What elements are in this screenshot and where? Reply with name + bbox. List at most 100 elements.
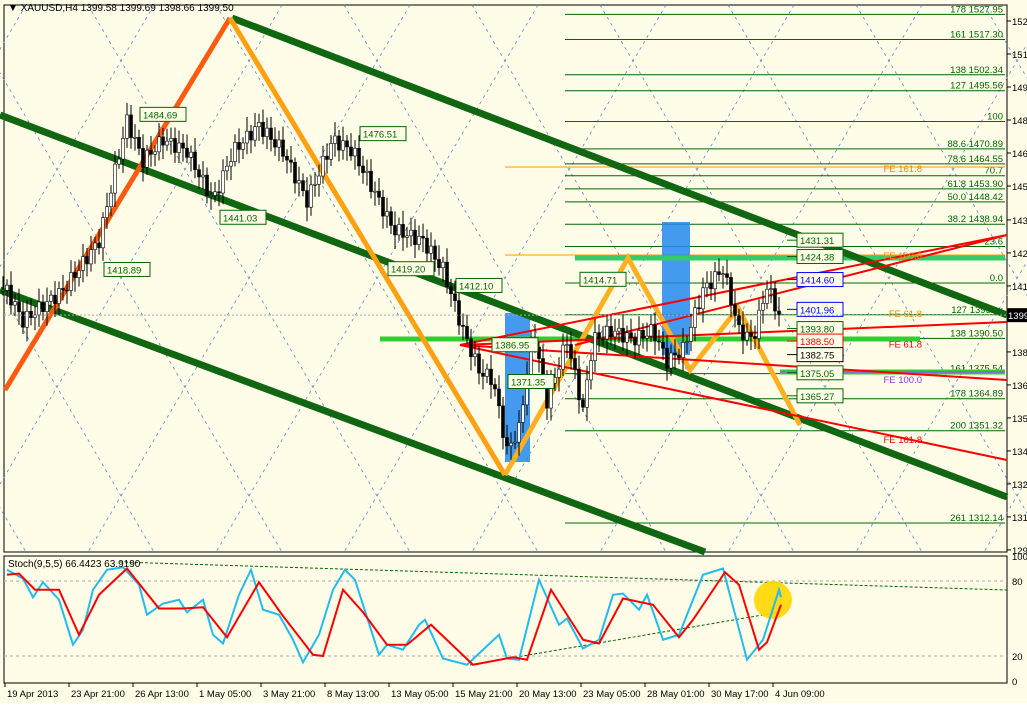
candle xyxy=(421,236,425,239)
candle xyxy=(457,300,461,326)
candle xyxy=(325,155,329,160)
candle xyxy=(289,159,293,163)
candle xyxy=(489,368,493,385)
candle xyxy=(353,147,357,157)
candle xyxy=(409,229,413,237)
candle xyxy=(389,211,393,226)
candle xyxy=(313,183,317,186)
fib-label: 61.8 1453.90 xyxy=(948,179,1003,190)
diagonal-line xyxy=(87,4,411,553)
candle xyxy=(49,294,53,302)
fan-line xyxy=(459,234,1008,346)
candle xyxy=(181,142,185,149)
time-label: 23 May 05:00 xyxy=(583,689,641,700)
candle xyxy=(337,135,341,151)
candle xyxy=(25,311,29,328)
diagonal-line xyxy=(215,4,539,553)
candle xyxy=(369,170,373,192)
candle xyxy=(273,139,277,148)
symbol-header[interactable]: ▼ XAUUSD,H4 1399.58 1399.69 1398.66 1399… xyxy=(8,3,234,14)
price-label-box xyxy=(219,209,267,225)
candle xyxy=(213,191,217,196)
price-label-box xyxy=(796,301,844,317)
price-label-box xyxy=(796,249,844,265)
time-label: 3 May 21:00 xyxy=(263,689,315,700)
candle xyxy=(257,122,261,128)
candle xyxy=(57,288,61,304)
candle xyxy=(105,206,109,218)
fib-label: 178 1527.95 xyxy=(950,4,1003,15)
candle xyxy=(281,139,285,157)
price-label: 1476.51 xyxy=(363,130,397,141)
channel-middle-line xyxy=(0,111,1009,501)
candle xyxy=(397,224,401,236)
time-label: 13 May 05:00 xyxy=(391,689,449,700)
candle xyxy=(465,326,469,340)
price-label: 1414.60 xyxy=(800,276,834,287)
candle xyxy=(193,151,197,170)
candle xyxy=(693,307,697,328)
fib-label: 261 1312.14 xyxy=(950,513,1003,524)
fib-label: 23.6 xyxy=(985,236,1004,247)
price-label-box xyxy=(796,365,844,381)
candle xyxy=(33,314,37,318)
candle xyxy=(97,242,101,249)
candle xyxy=(657,340,661,343)
axis-label: 1482.30 xyxy=(1012,116,1027,127)
candle xyxy=(333,135,337,144)
candle xyxy=(669,352,673,369)
price-label-box xyxy=(387,261,435,277)
candle xyxy=(185,147,189,158)
candle xyxy=(153,151,157,155)
stoch-trend-line xyxy=(119,561,1008,591)
candle xyxy=(169,138,173,142)
fib-label: 200 1351.32 xyxy=(950,421,1003,432)
candle xyxy=(497,388,501,407)
candle xyxy=(165,140,169,146)
candle xyxy=(557,368,561,378)
time-label: 4 Jun 09:00 xyxy=(775,689,825,700)
axis-label: 1355.90 xyxy=(1012,414,1027,425)
symbol: XAUUSD,H4 xyxy=(20,3,78,14)
fib-label: 138 1502.34 xyxy=(950,65,1003,76)
candle xyxy=(133,137,137,139)
candle xyxy=(13,301,17,306)
price-label: 1382.75 xyxy=(800,351,834,362)
candle xyxy=(209,195,213,197)
candle xyxy=(481,372,485,377)
candle xyxy=(773,288,777,312)
fib-label: 70.7 xyxy=(985,166,1004,177)
price-label-box xyxy=(491,337,539,353)
candle xyxy=(649,324,653,337)
candle xyxy=(501,405,505,438)
candle xyxy=(177,142,181,153)
candle xyxy=(633,337,637,346)
fib-label: 50.0 1448.42 xyxy=(948,192,1003,203)
candle xyxy=(89,249,93,265)
price-label: 1375.05 xyxy=(800,369,834,380)
fib-label: 100 xyxy=(987,112,1003,123)
candle xyxy=(641,330,645,339)
candle xyxy=(625,332,629,343)
candle xyxy=(329,143,333,160)
candle xyxy=(269,127,273,140)
candle xyxy=(461,324,465,327)
candle xyxy=(73,272,77,278)
candle xyxy=(713,271,717,290)
candle xyxy=(757,309,761,339)
candle xyxy=(721,273,725,275)
price-label-box xyxy=(796,232,844,248)
candle xyxy=(753,336,757,339)
candle xyxy=(573,358,577,370)
candle xyxy=(41,301,45,313)
axis-label: 1425.90 xyxy=(1012,249,1027,260)
candle xyxy=(45,301,49,313)
price-label: 1419.20 xyxy=(391,265,425,276)
candle xyxy=(733,304,737,316)
fib-label: 78.6 1464.55 xyxy=(948,154,1003,165)
dropdown-triangle-icon[interactable]: ▼ xyxy=(8,3,18,14)
diagonal-line xyxy=(0,4,155,268)
price-label: 1418.89 xyxy=(107,265,141,276)
fib-label: 178 1364.89 xyxy=(950,389,1003,400)
